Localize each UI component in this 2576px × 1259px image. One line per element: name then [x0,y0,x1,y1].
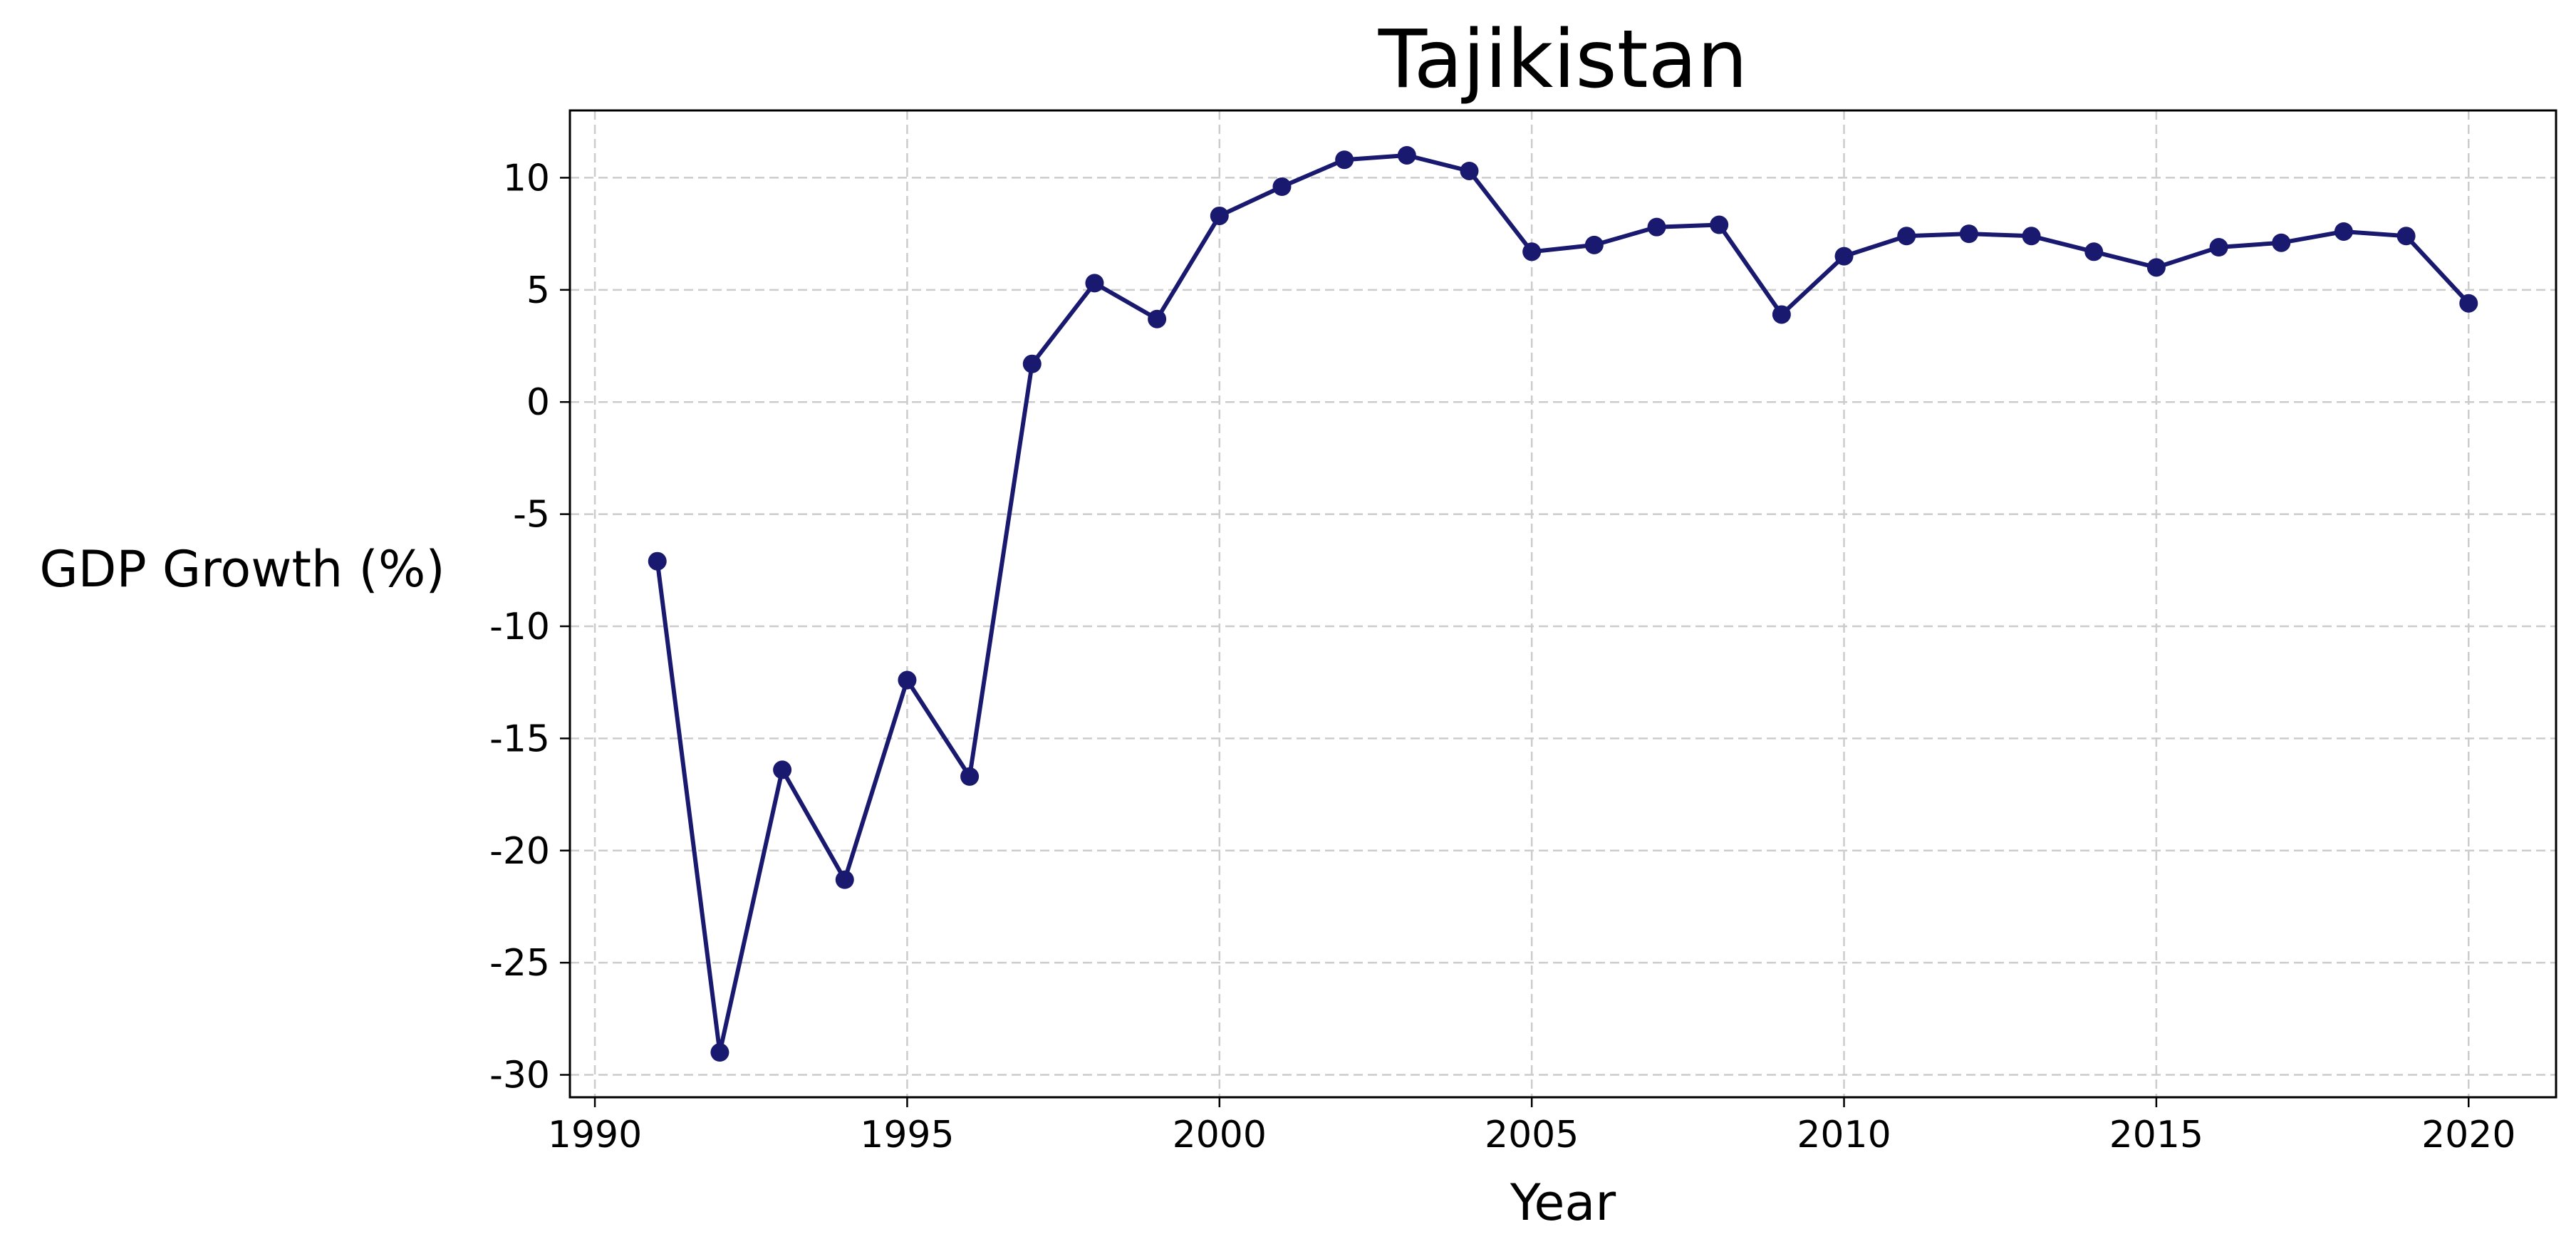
y-tick-label: -5 [513,494,550,537]
y-tick-label: -25 [489,942,550,985]
x-tick-label: 1990 [548,1114,642,1156]
data-point [773,760,792,779]
data-point [2272,233,2291,252]
data-point [1772,305,1791,324]
data-point [1460,161,1479,180]
data-point [2396,227,2416,246]
x-tick-label: 2000 [1173,1114,1267,1156]
y-tick-label: 10 [503,157,550,200]
x-axis-title: Year [1510,1173,1616,1232]
data-point [1022,354,1042,373]
data-point [1272,177,1292,197]
series-layer [648,145,2478,1062]
y-tick-label: -10 [489,606,550,648]
y-tick-label: -20 [489,830,550,873]
y-tick-label: -15 [489,717,550,760]
data-point [1647,217,1666,237]
data-point [1397,145,1416,165]
data-point [1335,150,1354,170]
grid [570,110,2556,1097]
data-point [835,870,854,889]
data-point [2146,258,2166,277]
data-point [1148,309,1167,328]
y-tick-label: 0 [526,381,550,424]
data-point [648,551,667,571]
x-tick-label: 2005 [1485,1114,1579,1156]
y-tick-label: 5 [526,269,550,312]
data-point [2459,294,2478,313]
data-point [1210,206,1229,225]
data-point [1834,247,1854,266]
axes: 1990 1995 2000 2005 2010 2015 2020 10 5 0 -5 -10 -15… [489,157,2515,1156]
data-point [960,767,980,786]
chart-title: Tajikistan [1378,14,1748,106]
data-point [2209,238,2228,257]
x-tick-label: 2015 [2109,1114,2203,1156]
y-axis-title: GDP Growth (%) [39,540,445,599]
plot-area [568,109,2557,1099]
data-point [1522,242,1542,261]
data-point [1584,235,1604,254]
data-point [898,670,917,690]
series-line [655,153,2471,1055]
data-point [2022,227,2041,246]
data-point [1897,227,1916,246]
data-point [2334,222,2353,241]
data-point [1959,224,1978,244]
data-point [1710,215,1729,234]
x-tick-label: 1995 [860,1114,954,1156]
data-point [2084,242,2104,261]
data-point [1085,274,1104,293]
y-tick-label: -30 [489,1055,550,1097]
data-point [710,1043,729,1062]
x-tick-label: 2020 [2421,1114,2515,1156]
x-tick-label: 2010 [1797,1114,1891,1156]
